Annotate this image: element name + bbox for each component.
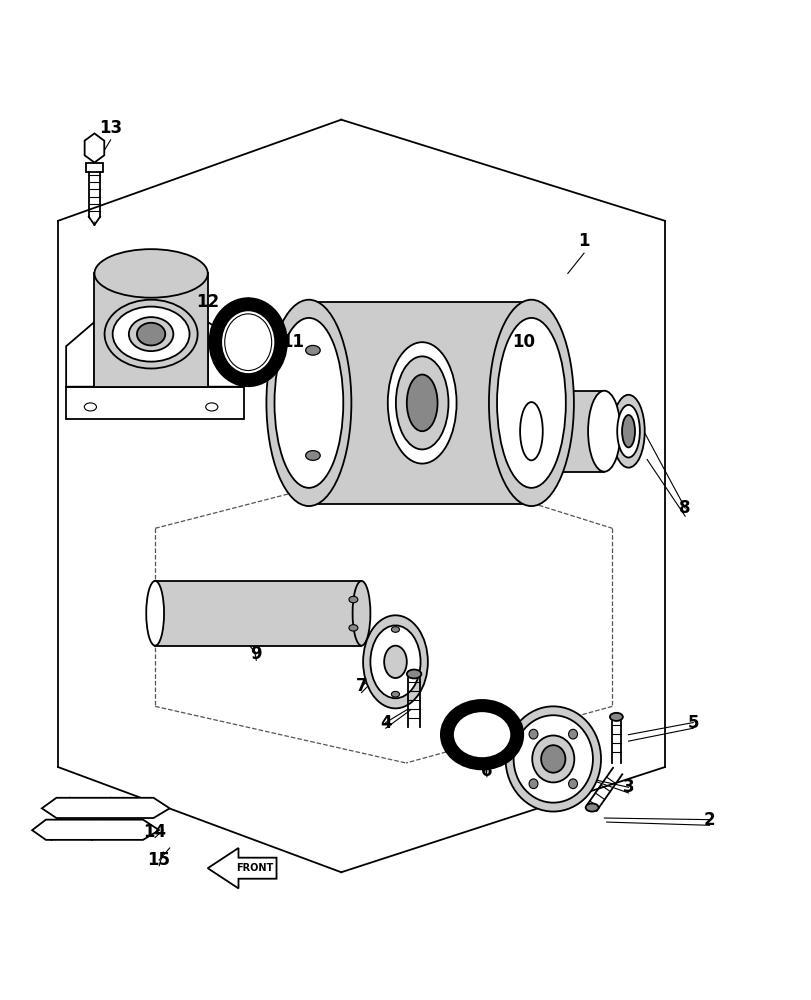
Ellipse shape xyxy=(352,581,370,646)
Ellipse shape xyxy=(391,627,399,632)
Ellipse shape xyxy=(274,318,343,488)
Ellipse shape xyxy=(406,375,437,431)
Polygon shape xyxy=(208,322,244,387)
Ellipse shape xyxy=(616,405,639,458)
Ellipse shape xyxy=(137,323,165,345)
Ellipse shape xyxy=(488,300,573,506)
Polygon shape xyxy=(308,302,530,504)
Ellipse shape xyxy=(496,318,565,488)
Polygon shape xyxy=(94,273,208,387)
Ellipse shape xyxy=(529,779,538,789)
Text: 6: 6 xyxy=(481,762,492,780)
Polygon shape xyxy=(155,581,361,646)
Ellipse shape xyxy=(146,581,164,646)
Ellipse shape xyxy=(585,803,598,812)
Polygon shape xyxy=(42,798,169,818)
Polygon shape xyxy=(66,322,94,387)
Ellipse shape xyxy=(363,615,427,708)
Ellipse shape xyxy=(529,729,538,739)
Ellipse shape xyxy=(305,345,320,355)
Ellipse shape xyxy=(515,391,547,472)
Ellipse shape xyxy=(611,395,644,468)
Ellipse shape xyxy=(452,710,512,759)
Text: 7: 7 xyxy=(355,677,367,695)
Ellipse shape xyxy=(113,307,189,362)
Ellipse shape xyxy=(225,314,272,371)
Text: 14: 14 xyxy=(144,823,166,841)
Ellipse shape xyxy=(396,356,448,449)
Polygon shape xyxy=(86,163,102,172)
Ellipse shape xyxy=(513,715,592,803)
Text: 1: 1 xyxy=(577,232,589,250)
Text: FRONT: FRONT xyxy=(236,863,273,873)
Polygon shape xyxy=(84,133,104,163)
Ellipse shape xyxy=(568,779,577,789)
Ellipse shape xyxy=(384,646,406,678)
Polygon shape xyxy=(208,848,277,888)
Ellipse shape xyxy=(129,317,173,351)
Ellipse shape xyxy=(370,625,420,698)
Ellipse shape xyxy=(391,691,399,697)
Ellipse shape xyxy=(442,701,521,768)
Text: 10: 10 xyxy=(511,333,534,351)
Ellipse shape xyxy=(211,300,285,385)
Text: 3: 3 xyxy=(622,778,633,796)
Ellipse shape xyxy=(84,403,97,411)
Ellipse shape xyxy=(205,403,217,411)
Ellipse shape xyxy=(505,706,600,812)
Ellipse shape xyxy=(349,596,358,603)
Ellipse shape xyxy=(388,342,456,464)
Ellipse shape xyxy=(349,625,358,631)
Ellipse shape xyxy=(540,745,564,773)
Ellipse shape xyxy=(406,670,421,678)
Text: 4: 4 xyxy=(380,714,391,732)
Text: 13: 13 xyxy=(99,119,122,137)
Ellipse shape xyxy=(531,735,573,782)
Text: 2: 2 xyxy=(703,811,714,829)
Ellipse shape xyxy=(609,713,622,721)
Ellipse shape xyxy=(621,415,634,447)
Text: 12: 12 xyxy=(196,293,219,311)
Text: 8: 8 xyxy=(679,499,690,517)
Text: 9: 9 xyxy=(250,645,262,663)
Ellipse shape xyxy=(221,310,276,375)
Ellipse shape xyxy=(266,300,351,506)
Ellipse shape xyxy=(520,402,542,460)
Ellipse shape xyxy=(568,729,577,739)
Polygon shape xyxy=(66,387,244,419)
Text: 5: 5 xyxy=(687,714,698,732)
Ellipse shape xyxy=(587,391,620,472)
Polygon shape xyxy=(32,820,159,840)
Ellipse shape xyxy=(305,451,320,460)
Ellipse shape xyxy=(94,249,208,298)
Polygon shape xyxy=(530,391,603,472)
Ellipse shape xyxy=(105,300,197,369)
Text: 11: 11 xyxy=(281,333,304,351)
Text: 15: 15 xyxy=(148,851,170,869)
